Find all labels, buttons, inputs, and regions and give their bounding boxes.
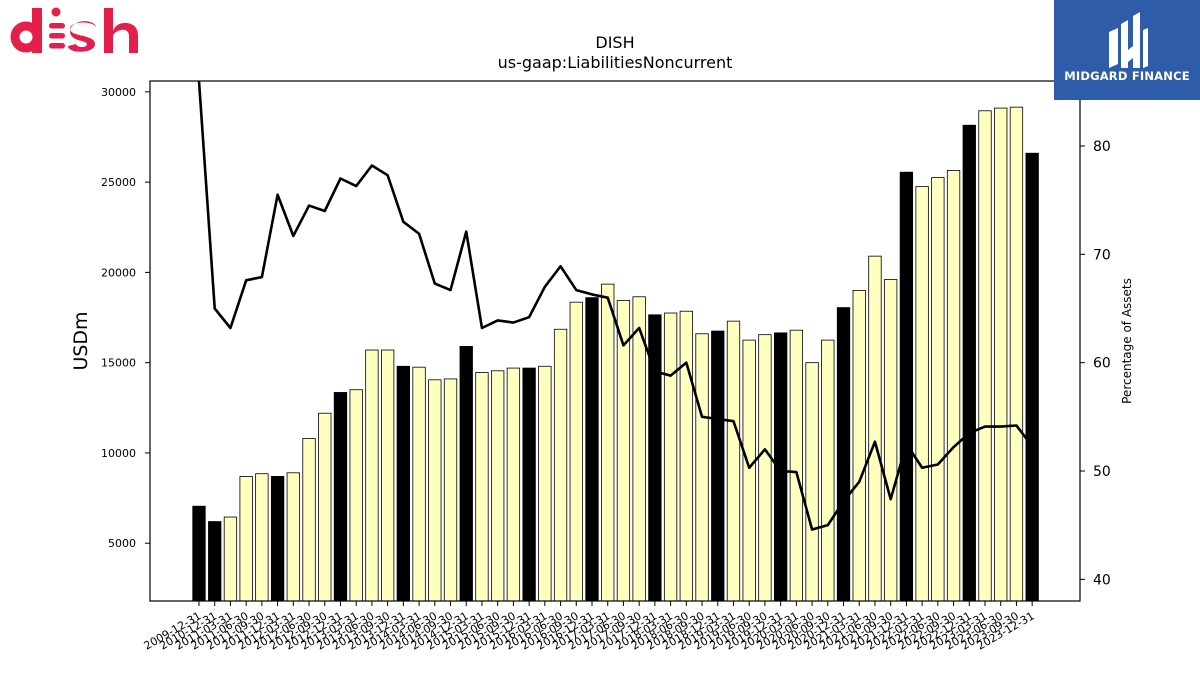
bar-2023-06-30 [994,107,1008,602]
bar-2011-03-31 [223,516,238,602]
bar-2018-09-30 [695,333,709,602]
bar-2013-12-31 [396,365,411,602]
bar-2019-06-30 [742,339,756,602]
bar-2012-03-31 [286,472,300,602]
bar-2013-09-30 [380,349,395,602]
midgard-finance-logo: MIDGARD FINANCE [1054,0,1200,100]
bar-2022-06-30 [931,177,945,602]
bar-2022-03-31 [915,186,929,602]
bar-2016-06-30 [553,328,568,602]
dish-logo [4,2,140,62]
bar-2021-06-30 [868,255,882,602]
y2-tick-label: 80 [1093,139,1111,155]
y2-tick-label: 50 [1093,464,1111,480]
chart-title: DISH [595,33,634,52]
bar-2012-09-30 [318,412,332,602]
bar-2014-06-30 [428,379,442,602]
bar-2013-06-30 [365,349,379,602]
bar-2017-03-31 [601,283,615,602]
y2-tick-label: 60 [1093,356,1111,372]
bar-2020-12-31 [836,307,851,602]
bar-2014-03-31 [412,366,426,602]
bar-2015-06-30 [491,370,505,602]
plot-frame [149,80,1081,602]
bar-2015-09-30 [506,367,521,602]
bar-2020-06-30 [805,362,819,602]
bar-2010-12-31 [208,521,222,602]
bar-2011-09-30 [255,473,269,602]
y-tick-label: 15000 [101,357,136,370]
y-axis-right: 40 50 60 70 80 [1080,139,1111,588]
bar-2023-12-31 [1025,152,1039,602]
bar-2016-12-31 [585,297,599,602]
y-tick-label: 30000 [101,86,136,99]
line-layer [197,80,1034,531]
y2-tick-label: 70 [1093,247,1111,263]
bar-2018-03-31 [663,312,678,602]
y-tick-label: 10000 [101,447,136,460]
chart-subtitle: us-gaap:LiabilitiesNoncurrent [498,53,733,72]
bar-2011-06-30 [239,476,253,602]
pct-of-assets-line [197,80,1034,531]
y-tick-label: 25000 [101,176,136,189]
bar-2019-03-31 [726,320,741,602]
bar-2016-03-31 [538,365,552,602]
bar-2018-12-31 [711,330,725,602]
y-tick-label: 5000 [108,537,136,550]
bar-2021-03-31 [852,290,866,602]
y-axis-left-label: USDm [70,311,92,370]
bar-2014-12-31 [459,346,473,602]
bar-2012-12-31 [333,392,348,602]
bar-2015-12-31 [522,367,536,602]
y-axis-right-label: Percentage of Assets [1120,278,1134,404]
bar-2020-09-30 [821,339,835,602]
bar-2020-03-31 [789,329,804,602]
bar-2023-03-31 [978,110,992,602]
bar-2015-03-31 [475,372,489,602]
y-axis-left: 5000 10000 15000 20000 25000 30000 [101,86,150,550]
bar-2022-09-30 [946,169,961,602]
bars-layer [192,106,1039,602]
y2-tick-label: 40 [1093,572,1111,588]
bar-2011-12-31 [270,476,285,602]
bar-2019-09-30 [758,334,772,602]
bar-2018-06-30 [679,310,693,602]
bar-2016-09-30 [569,301,583,602]
x-axis: 2009-12-312010-12-312011-03-312011-06-30… [142,601,1037,653]
bar-2021-09-30 [884,279,898,602]
midgard-emblem-icon [1109,12,1148,68]
bar-2021-12-31 [899,171,914,602]
y-tick-label: 20000 [101,266,136,279]
bar-2009-12-31 [192,505,206,602]
bar-2022-12-31 [962,124,976,602]
bar-2023-09-30 [1009,106,1024,602]
publisher-name: MIDGARD FINANCE [1064,69,1190,83]
bar-2014-09-30 [443,378,458,602]
bar-2012-06-30 [302,438,316,602]
bar-2013-03-31 [349,389,363,602]
